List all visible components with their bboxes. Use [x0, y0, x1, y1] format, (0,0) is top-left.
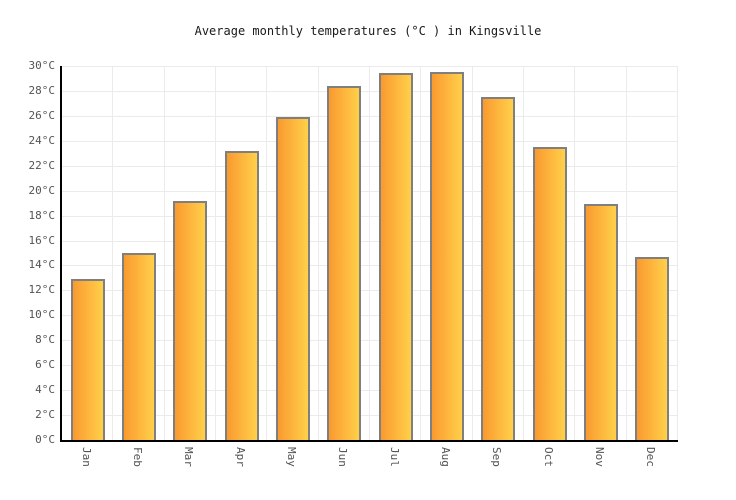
- vertical-gridline: [164, 66, 165, 440]
- bar-oct: [533, 147, 567, 440]
- vertical-gridline: [523, 66, 524, 440]
- horizontal-gridline: [62, 365, 678, 366]
- x-tick-label-mar: Mar: [182, 447, 195, 467]
- horizontal-gridline: [62, 315, 678, 316]
- vertical-gridline: [215, 66, 216, 440]
- bar-aug: [430, 72, 464, 440]
- horizontal-gridline: [62, 191, 678, 192]
- horizontal-gridline: [62, 265, 678, 266]
- bar-sep: [481, 97, 515, 440]
- x-tick-label-jun: Jun: [336, 447, 349, 467]
- vertical-gridline: [318, 66, 319, 440]
- y-tick-label: 18°C: [28, 209, 56, 222]
- y-tick-label: 16°C: [28, 234, 56, 247]
- x-tick-label-dec: Dec: [644, 447, 657, 467]
- y-tick-label: 6°C: [35, 358, 55, 371]
- x-tick-label-nov: Nov: [593, 447, 606, 467]
- vertical-gridline: [112, 66, 113, 440]
- y-tick-label: 0°C: [35, 433, 55, 446]
- vertical-gridline: [574, 66, 575, 440]
- plot-area: [60, 66, 678, 442]
- x-tick-label-may: May: [285, 447, 298, 467]
- x-tick-label-apr: Apr: [234, 447, 247, 467]
- vertical-gridline: [369, 66, 370, 440]
- y-tick-label: 10°C: [28, 308, 56, 321]
- chart-title: Average monthly temperatures (°C ) in Ki…: [194, 24, 542, 38]
- y-tick-label: 20°C: [28, 184, 56, 197]
- horizontal-gridline: [62, 116, 678, 117]
- horizontal-gridline: [62, 216, 678, 217]
- bar-apr: [225, 151, 259, 440]
- y-tick-label: 22°C: [28, 159, 56, 172]
- y-tick-label: 28°C: [28, 84, 56, 97]
- bar-mar: [173, 201, 207, 440]
- y-tick-label: 8°C: [35, 333, 55, 346]
- x-tick-label-feb: Feb: [131, 447, 144, 467]
- x-tick-label-jan: Jan: [80, 447, 93, 467]
- y-tick-label: 4°C: [35, 383, 55, 396]
- bar-jun: [327, 86, 361, 440]
- vertical-gridline: [420, 66, 421, 440]
- bar-nov: [584, 204, 618, 440]
- x-tick-label-aug: Aug: [439, 447, 452, 467]
- y-tick-label: 12°C: [28, 283, 56, 296]
- horizontal-gridline: [62, 290, 678, 291]
- bar-dec: [635, 257, 669, 440]
- bar-jan: [71, 279, 105, 440]
- vertical-gridline: [677, 66, 678, 440]
- bar-feb: [122, 253, 156, 440]
- horizontal-gridline: [62, 415, 678, 416]
- horizontal-gridline: [62, 141, 678, 142]
- horizontal-gridline: [62, 241, 678, 242]
- horizontal-gridline: [62, 340, 678, 341]
- x-tick-label-oct: Oct: [542, 447, 555, 467]
- vertical-gridline: [472, 66, 473, 440]
- y-tick-label: 24°C: [28, 134, 56, 147]
- vertical-gridline: [266, 66, 267, 440]
- horizontal-gridline: [62, 91, 678, 92]
- bar-jul: [379, 73, 413, 440]
- x-tick-label-sep: Sep: [490, 447, 503, 467]
- horizontal-gridline: [62, 66, 678, 67]
- y-tick-label: 26°C: [28, 109, 56, 122]
- y-tick-label: 14°C: [28, 258, 56, 271]
- horizontal-gridline: [62, 166, 678, 167]
- bar-may: [276, 117, 310, 440]
- y-tick-label: 30°C: [28, 59, 56, 72]
- vertical-gridline: [626, 66, 627, 440]
- horizontal-gridline: [62, 390, 678, 391]
- x-tick-label-jul: Jul: [388, 447, 401, 467]
- y-tick-label: 2°C: [35, 408, 55, 421]
